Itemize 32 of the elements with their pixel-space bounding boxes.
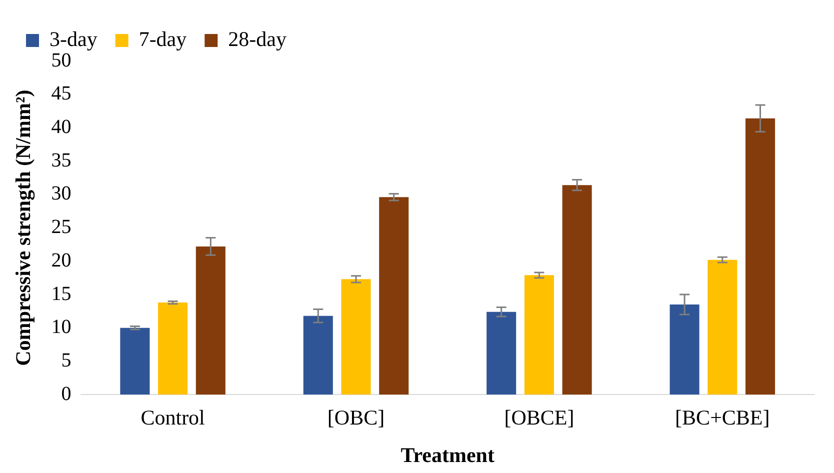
y-tick-label: 20 — [51, 249, 72, 272]
y-tick-label: 50 — [51, 49, 72, 72]
legend-label: 7-day — [138, 27, 188, 52]
x-tick-label: [OBC] — [327, 406, 385, 430]
y-axis-title: Compressive strength (N/mm²) — [11, 90, 36, 366]
bar — [341, 279, 371, 395]
bar — [562, 185, 592, 395]
y-tick-label: 5 — [61, 349, 72, 372]
bar — [196, 246, 226, 395]
bar — [670, 304, 700, 395]
y-tick-label: 10 — [51, 316, 72, 338]
x-tick-label: Control — [140, 406, 206, 430]
bar — [303, 316, 333, 395]
x-tick-label: [OBCE] — [504, 406, 574, 430]
bar — [708, 260, 738, 395]
y-tick-label: 0 — [61, 382, 72, 405]
bar — [524, 275, 554, 395]
bar — [379, 197, 409, 395]
y-tick-label: 15 — [51, 282, 72, 305]
x-axis-title: Treatment — [400, 442, 494, 467]
y-tick-label: 30 — [51, 182, 72, 205]
y-tick-label: 35 — [51, 149, 72, 172]
y-tick-label: 45 — [51, 82, 72, 105]
bar — [486, 312, 516, 395]
bar — [158, 302, 188, 395]
x-tick-label: [BC+CBE] — [675, 406, 770, 430]
legend-label: 3-day — [50, 27, 98, 52]
y-tick-label: 40 — [51, 116, 72, 138]
legend-label: 28-day — [228, 27, 287, 52]
bar — [120, 328, 150, 395]
bar — [745, 118, 776, 395]
y-tick-label: 25 — [51, 216, 72, 238]
